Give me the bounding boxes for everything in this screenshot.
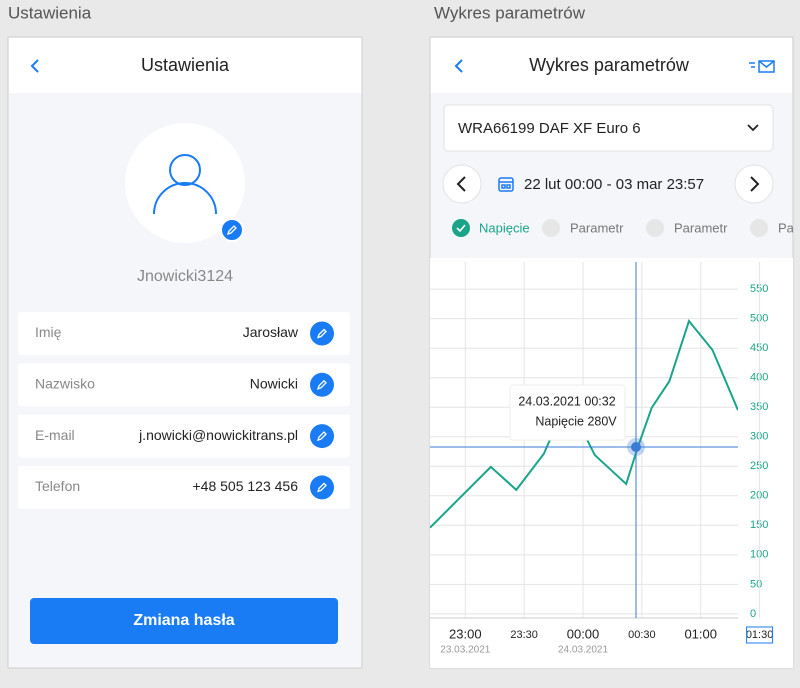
legend-check[interactable]	[646, 219, 664, 237]
legend-label[interactable]: Napięcie	[479, 220, 530, 235]
legend-check[interactable]	[452, 219, 470, 237]
y-tick-label: 50	[750, 578, 762, 590]
series-line	[430, 318, 738, 529]
prev-button[interactable]	[442, 164, 482, 204]
pencil-icon	[316, 328, 327, 339]
tooltip	[509, 384, 626, 441]
x-tick-label: 01:00	[684, 626, 717, 641]
next-icon	[750, 176, 760, 192]
x-tick-date: 24.03.2021	[558, 645, 608, 656]
field-row	[18, 363, 350, 407]
x-tick-label: 00:30	[628, 629, 656, 641]
legend-label[interactable]: Parametr	[674, 220, 728, 235]
field-label: Telefon	[35, 478, 80, 494]
back-button[interactable]	[30, 59, 39, 73]
field-row	[18, 312, 350, 355]
change-password-button[interactable]	[30, 598, 338, 644]
tooltip-title: 24.03.2021 00:32	[518, 394, 615, 408]
back-button[interactable]	[454, 59, 463, 73]
chart-area	[430, 258, 793, 668]
title: Ustawienia	[141, 55, 230, 75]
x-tick-label: 00:00	[567, 626, 600, 641]
x-tick-label: 23:30	[510, 629, 538, 641]
caption: Ustawienia	[8, 3, 92, 22]
legend-check[interactable]	[542, 219, 560, 237]
button-label: Zmiana hasła	[133, 612, 234, 629]
pencil-icon	[316, 431, 327, 442]
field-label: E-mail	[35, 427, 75, 443]
edit-button[interactable]	[310, 424, 334, 449]
vehicle: WRA66199 DAF XF Euro 6	[458, 120, 641, 137]
field-value: +48 505 123 456	[193, 478, 299, 494]
edit-button[interactable]	[310, 475, 334, 500]
edit-avatar[interactable]	[220, 218, 244, 242]
header	[431, 38, 792, 93]
pencil-icon	[316, 482, 327, 493]
current-tick-box	[746, 626, 774, 644]
dropdown-icon	[747, 124, 759, 132]
date-range[interactable]: 22 lut 00:00 - 03 mar 23:57	[524, 176, 704, 193]
field-value: Nowicki	[250, 376, 298, 392]
title: Wykres parametrów	[529, 55, 690, 75]
x-tick-label: 23:00	[449, 626, 482, 641]
calendar-icon	[498, 177, 514, 192]
field-label: Nazwisko	[35, 376, 95, 392]
field-row	[18, 465, 350, 509]
avatar-icon	[153, 154, 217, 215]
field-value: Jarosław	[243, 324, 299, 340]
legend-label[interactable]: Parametr	[570, 220, 624, 235]
legend-label[interactable]: Parametr	[778, 220, 800, 235]
field-value: j.nowicki@nowickitrans.pl	[138, 427, 298, 443]
next-button[interactable]	[734, 164, 774, 204]
field-label: Imię	[35, 324, 62, 340]
tooltip-text: Napięcie 280V	[535, 414, 617, 428]
check-icon	[456, 224, 466, 233]
caption: Wykres parametrów	[434, 3, 586, 22]
header	[9, 38, 361, 93]
edit-button[interactable]	[310, 321, 334, 346]
field-row	[18, 414, 350, 458]
mail-button[interactable]	[749, 60, 775, 73]
pencil-icon	[316, 379, 327, 390]
prev-icon	[456, 176, 466, 192]
username: Jnowicki3124	[137, 268, 233, 285]
pencil-icon	[226, 225, 237, 236]
vehicle-select[interactable]	[443, 104, 774, 152]
edit-button[interactable]	[310, 372, 334, 397]
legend-check[interactable]	[750, 219, 768, 237]
x-tick-label: 01:30	[746, 629, 774, 641]
x-tick-date: 23.03.2021	[440, 645, 490, 656]
y-tick-label: 0	[750, 608, 756, 620]
